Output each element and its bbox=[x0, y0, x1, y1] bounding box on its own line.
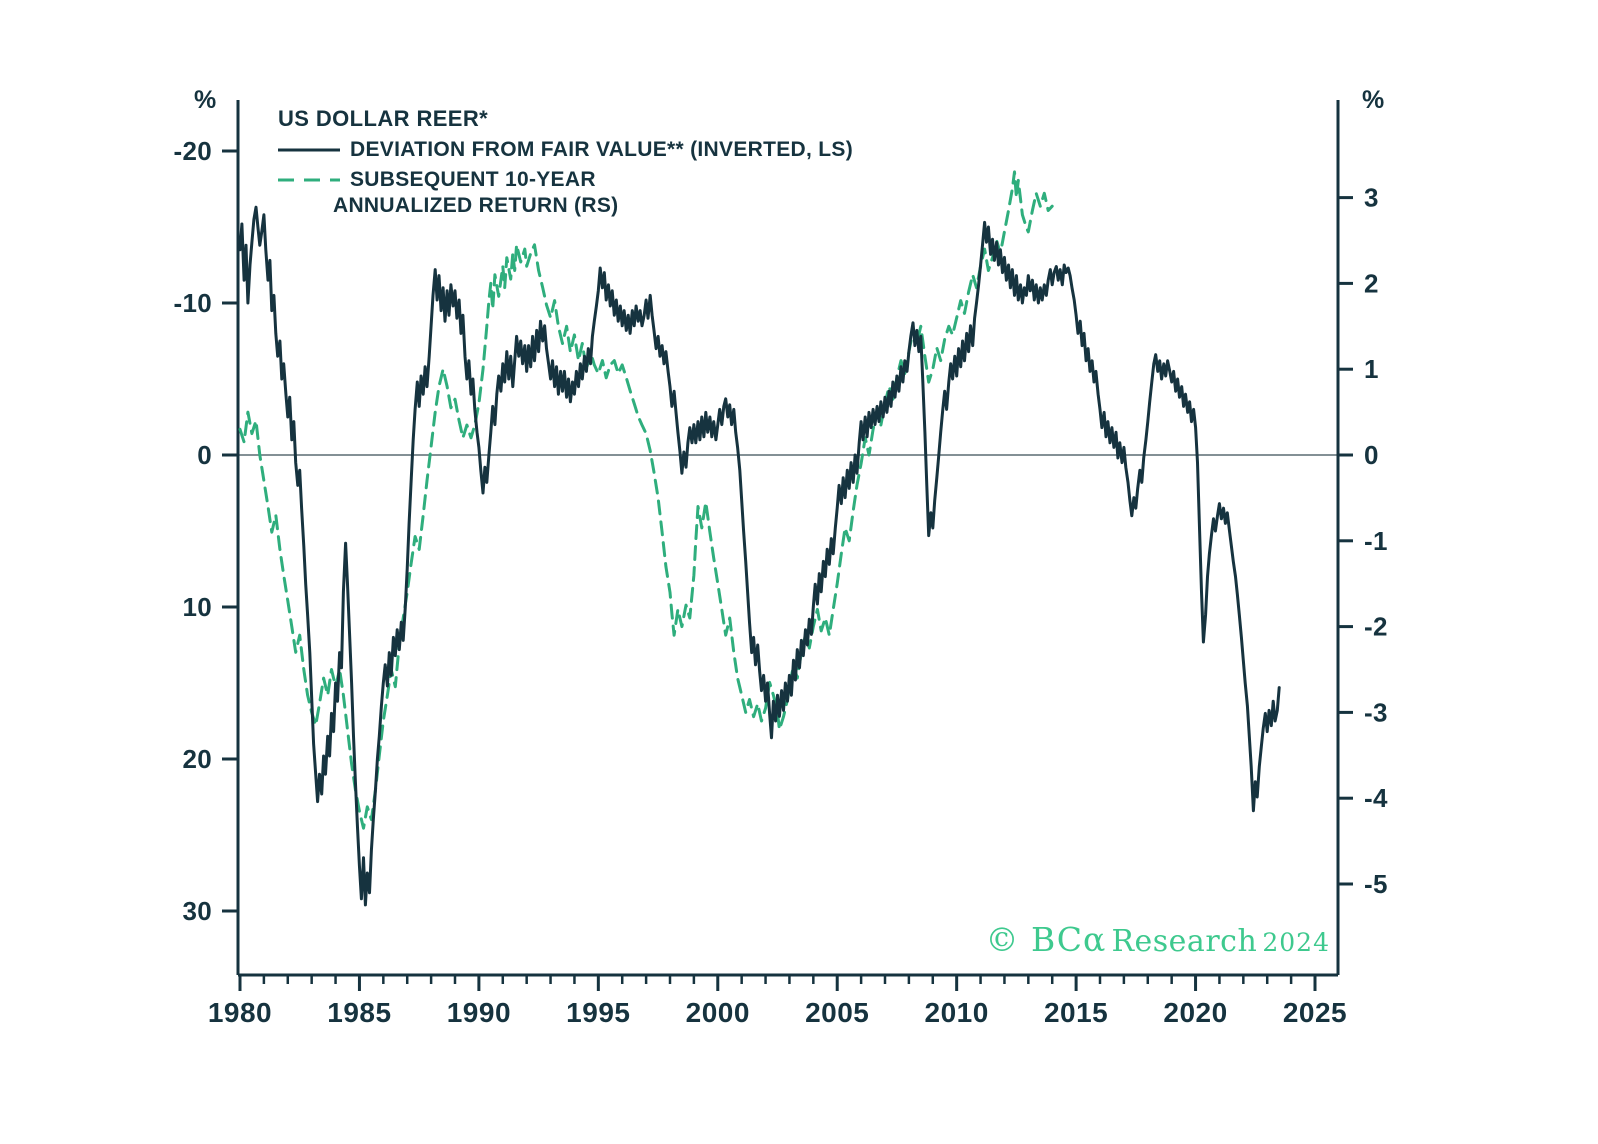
copyright-brand: © BCα bbox=[985, 920, 1107, 959]
right-axis-tick-label: -1 bbox=[1364, 526, 1388, 556]
left-axis-tick-label: 10 bbox=[182, 592, 212, 622]
legend-series2-label-line2: ANNUALIZED RETURN (RS) bbox=[333, 194, 619, 217]
left-axis-tick-label: 30 bbox=[182, 896, 212, 926]
dashed-line-sample-icon bbox=[278, 178, 340, 182]
x-axis-tick-label: 2000 bbox=[686, 997, 750, 1028]
right-axis-tick-label: 2 bbox=[1364, 268, 1379, 298]
copyright-name: Research bbox=[1111, 924, 1258, 959]
right-axis-tick-label: -2 bbox=[1364, 612, 1388, 642]
copyright-notice: © BCα Research 2024 bbox=[985, 920, 1330, 959]
left-axis-tick-label: -10 bbox=[174, 288, 212, 318]
x-axis-tick-label: 1985 bbox=[327, 997, 391, 1028]
legend-series2-label-line1: SUBSEQUENT 10-YEAR bbox=[350, 168, 596, 191]
left-axis-tick-label: 0 bbox=[197, 440, 212, 470]
right-axis-tick-label: 1 bbox=[1364, 354, 1379, 384]
right-axis-unit-label: % bbox=[1362, 86, 1385, 114]
x-axis-tick-label: 1980 bbox=[208, 997, 272, 1028]
copyright-year: 2024 bbox=[1262, 928, 1330, 957]
left-axis-tick-label: -20 bbox=[174, 136, 212, 166]
legend-row-series2: SUBSEQUENT 10-YEAR bbox=[278, 168, 853, 192]
left-axis-tick-label: 20 bbox=[182, 744, 212, 774]
right-axis-tick-label: 0 bbox=[1364, 440, 1379, 470]
x-axis-tick-label: 2010 bbox=[925, 997, 989, 1028]
right-axis-tick-label: -3 bbox=[1364, 697, 1388, 727]
x-axis-tick-label: 2015 bbox=[1044, 997, 1108, 1028]
right-axis-tick-label: -5 bbox=[1364, 869, 1388, 899]
series-line-deviation-fair-value bbox=[238, 205, 1281, 907]
right-axis-tick-label: 3 bbox=[1364, 183, 1379, 213]
x-axis-tick-label: 2005 bbox=[805, 997, 869, 1028]
x-axis-tick-label: 2025 bbox=[1283, 997, 1347, 1028]
solid-line-sample-icon bbox=[278, 148, 340, 152]
right-axis-tick-label: -4 bbox=[1364, 783, 1388, 813]
x-axis-tick-label: 2020 bbox=[1163, 997, 1227, 1028]
legend-title: US DOLLAR REER* bbox=[278, 106, 489, 131]
legend-row-series1: DEVIATION FROM FAIR VALUE** (INVERTED, L… bbox=[278, 138, 853, 162]
left-axis-unit-label: % bbox=[194, 86, 217, 114]
legend: US DOLLAR REER* DEVIATION FROM FAIR VALU… bbox=[278, 106, 853, 218]
x-axis-tick-label: 1995 bbox=[566, 997, 630, 1028]
legend-series1-label: DEVIATION FROM FAIR VALUE** (INVERTED, L… bbox=[350, 138, 854, 161]
x-axis-tick-label: 1990 bbox=[447, 997, 511, 1028]
series-line-annualized-return bbox=[238, 170, 1054, 830]
